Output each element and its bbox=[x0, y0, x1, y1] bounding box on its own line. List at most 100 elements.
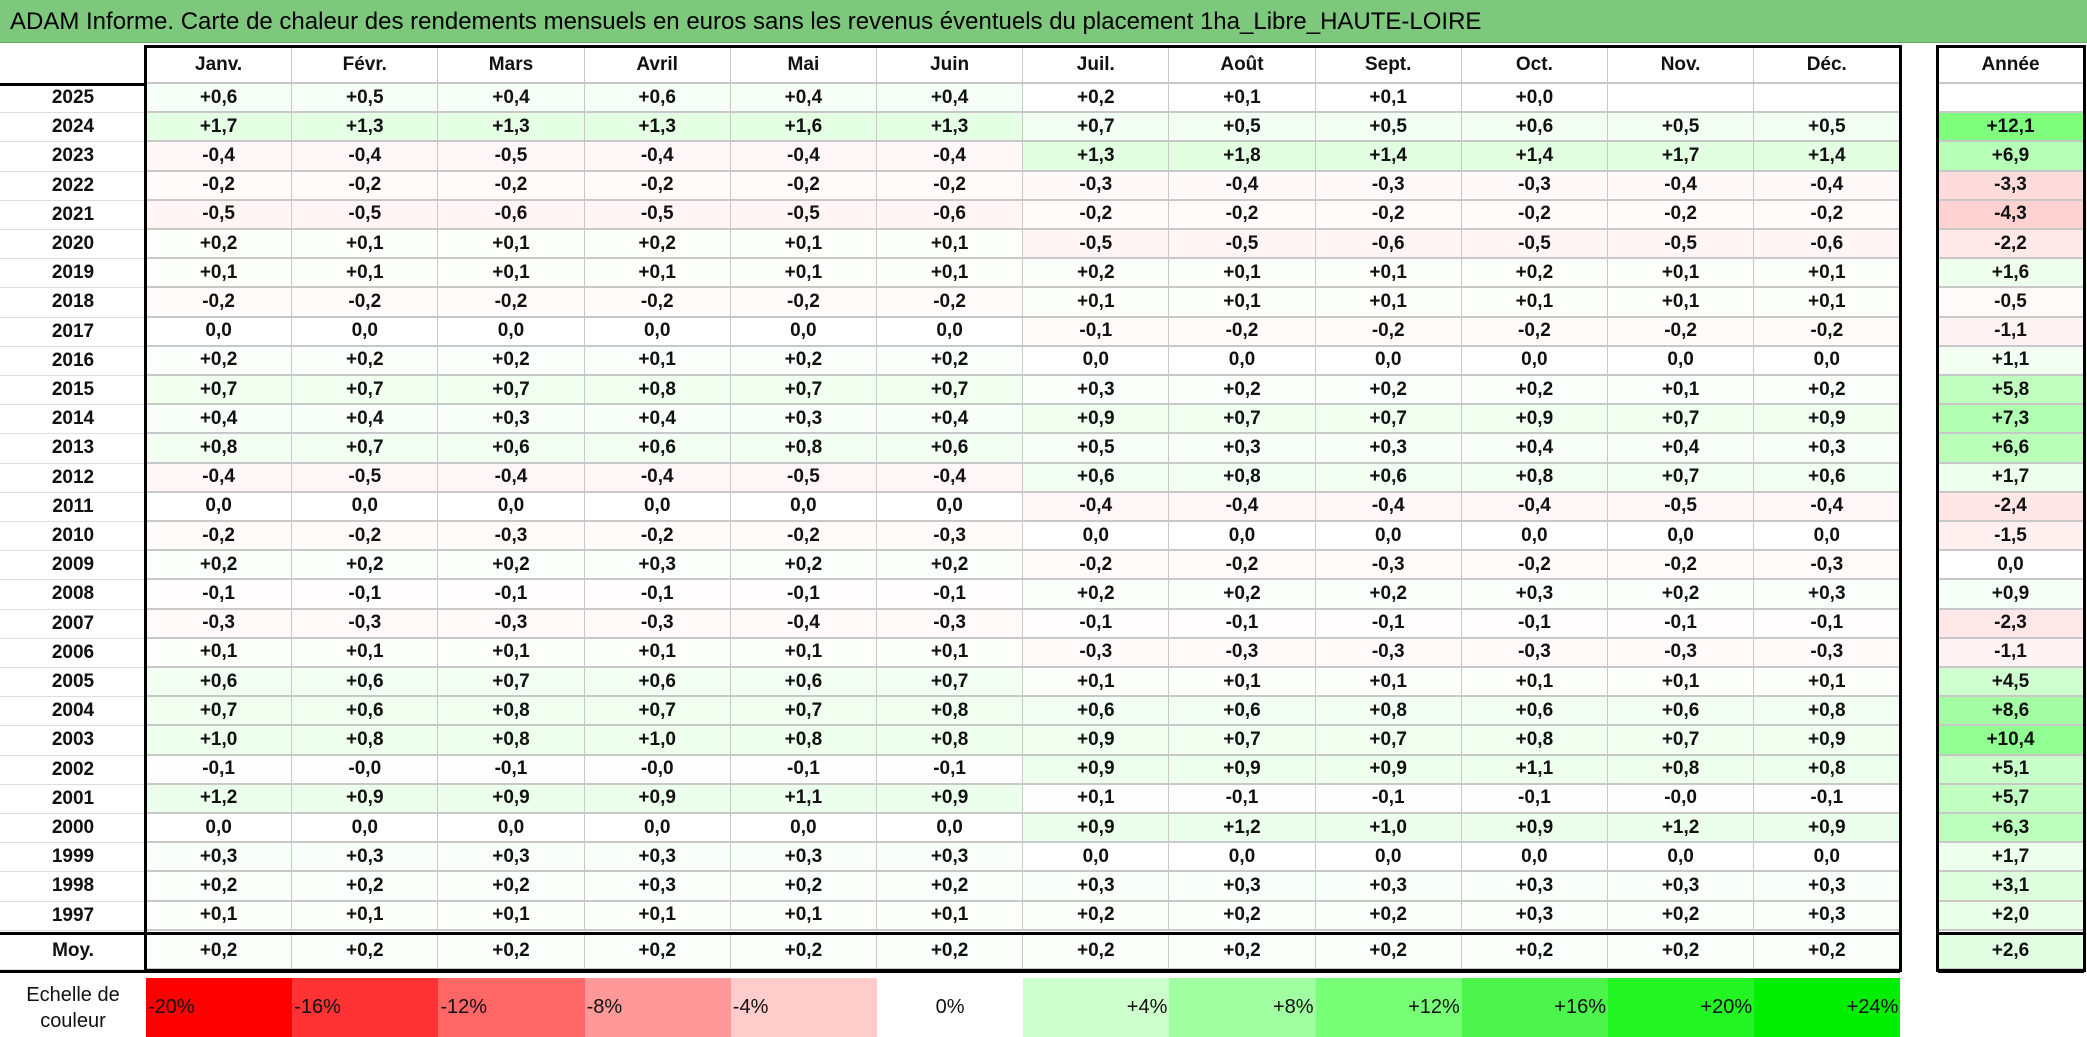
heatmap-cell: -0,4 bbox=[1754, 492, 1901, 522]
heatmap-cell: +0,6 bbox=[1461, 113, 1608, 143]
heatmap-cell: +1,7 bbox=[1608, 142, 1755, 172]
heatmap-cell: 0,0 bbox=[1754, 522, 1901, 552]
heatmap-cell: +0,1 bbox=[877, 638, 1024, 668]
heatmap-cell: +0,1 bbox=[1461, 288, 1608, 318]
heatmap-cell: -0,4 bbox=[1169, 492, 1316, 522]
average-divider bbox=[0, 931, 1901, 935]
heatmap-cell: -0,2 bbox=[584, 171, 731, 201]
heatmap-cell: 0,0 bbox=[1315, 346, 1462, 376]
heatmap-cell: -0,3 bbox=[1169, 638, 1316, 668]
heatmap-cell: 0,0 bbox=[1023, 346, 1170, 376]
heatmap-cell: 0,0 bbox=[1023, 843, 1170, 873]
annual-total-cell: +1,6 bbox=[1938, 259, 2084, 289]
heatmap-cell: -0,2 bbox=[292, 522, 439, 552]
color-scale-step: -16% bbox=[292, 978, 439, 1037]
heatmap-cell: +0,1 bbox=[292, 230, 439, 260]
heatmap-cell: +0,2 bbox=[1315, 901, 1462, 931]
heatmap-cell: +0,2 bbox=[1023, 259, 1170, 289]
heatmap-cell: +0,1 bbox=[1169, 259, 1316, 289]
heatmap-cell: -0,2 bbox=[584, 288, 731, 318]
heatmap-cell: +0,2 bbox=[292, 346, 439, 376]
heatmap-cell: -0,1 bbox=[730, 755, 877, 785]
row-year-label: 1999 bbox=[0, 843, 146, 873]
column-header: Juin bbox=[877, 47, 1024, 84]
heatmap-cell: -0,2 bbox=[438, 171, 585, 201]
row-year-label: 2000 bbox=[0, 814, 146, 844]
heatmap-cell: +0,3 bbox=[1023, 872, 1170, 902]
heatmap-cell: +0,7 bbox=[730, 697, 877, 727]
heatmap-cell: +0,1 bbox=[1461, 668, 1608, 698]
heatmap-cell: +0,4 bbox=[730, 84, 877, 114]
heatmap-cell: +1,8 bbox=[1169, 142, 1316, 172]
heatmap-cell: +0,7 bbox=[292, 376, 439, 406]
header-divider bbox=[0, 83, 146, 86]
heatmap-cell: +0,9 bbox=[1461, 405, 1608, 435]
annual-total-cell bbox=[1938, 84, 2084, 114]
heatmap-cell: -0,4 bbox=[1169, 171, 1316, 201]
heatmap-cell: +0,6 bbox=[1315, 463, 1462, 493]
heatmap-cell: -0,4 bbox=[146, 142, 293, 172]
heatmap-cell: +0,7 bbox=[146, 697, 293, 727]
heatmap-cell: +0,3 bbox=[1754, 434, 1901, 464]
heatmap-cell: -0,6 bbox=[877, 200, 1024, 230]
heatmap-cell: +0,5 bbox=[1608, 113, 1755, 143]
heatmap-cell: 0,0 bbox=[292, 492, 439, 522]
average-row-label: Moy. bbox=[0, 933, 146, 970]
heatmap-cell: 0,0 bbox=[1169, 346, 1316, 376]
heatmap-cell: -0,1 bbox=[438, 755, 585, 785]
heatmap-cell: +0,8 bbox=[1169, 463, 1316, 493]
annual-total-cell: -3,3 bbox=[1938, 171, 2084, 201]
row-year-label: 2010 bbox=[0, 522, 146, 552]
annual-total-cell: +1,1 bbox=[1938, 346, 2084, 376]
heatmap-cell: -0,2 bbox=[584, 522, 731, 552]
heatmap-cell: +1,0 bbox=[1315, 814, 1462, 844]
heatmap-cell: 0,0 bbox=[1461, 522, 1608, 552]
page-title: ADAM Informe. Carte de chaleur des rende… bbox=[0, 0, 2087, 43]
heatmap-cell: +0,3 bbox=[584, 843, 731, 873]
heatmap-cell: 0,0 bbox=[1315, 843, 1462, 873]
heatmap-cell: -0,5 bbox=[1608, 492, 1755, 522]
heatmap-cell: -0,4 bbox=[292, 142, 439, 172]
heatmap-cell: +0,8 bbox=[146, 434, 293, 464]
annual-total-cell: +5,1 bbox=[1938, 755, 2084, 785]
row-year-label: 2002 bbox=[0, 755, 146, 785]
heatmap-cell: +0,7 bbox=[292, 434, 439, 464]
heatmap-cell: -0,4 bbox=[730, 609, 877, 639]
heatmap-cell: +0,6 bbox=[1754, 463, 1901, 493]
heatmap-cell: -0,1 bbox=[1754, 784, 1901, 814]
heatmap-cell: +0,3 bbox=[730, 843, 877, 873]
heatmap-cell: 0,0 bbox=[292, 317, 439, 347]
heatmap-cell: +0,2 bbox=[730, 551, 877, 581]
heatmap-cell: -0,2 bbox=[877, 171, 1024, 201]
heatmap-cell: -0,1 bbox=[877, 580, 1024, 610]
heatmap-cell: +0,1 bbox=[146, 901, 293, 931]
heatmap-cell: -0,1 bbox=[730, 580, 877, 610]
average-divider bbox=[1938, 931, 2084, 935]
heatmap-cell: 0,0 bbox=[438, 814, 585, 844]
row-year-label: 2014 bbox=[0, 405, 146, 435]
heatmap-cell: -0,2 bbox=[146, 288, 293, 318]
heatmap-cell: +0,2 bbox=[1169, 580, 1316, 610]
heatmap-cell: +0,3 bbox=[146, 843, 293, 873]
heatmap-cell: +0,9 bbox=[1023, 405, 1170, 435]
heatmap-cell: -0,4 bbox=[584, 142, 731, 172]
column-header: Mars bbox=[438, 47, 585, 84]
heatmap-cell: -0,1 bbox=[1608, 609, 1755, 639]
heatmap-cell: 0,0 bbox=[730, 492, 877, 522]
average-cell: +0,2 bbox=[730, 933, 877, 970]
heatmap-cell: -0,2 bbox=[292, 171, 439, 201]
row-year-label: 2018 bbox=[0, 288, 146, 318]
heatmap-cell: -0,1 bbox=[1461, 784, 1608, 814]
heatmap-cell: +0,2 bbox=[1315, 580, 1462, 610]
heatmap-cell: +0,7 bbox=[1608, 405, 1755, 435]
heatmap-cell: +0,2 bbox=[292, 551, 439, 581]
heatmap-cell: +0,1 bbox=[730, 638, 877, 668]
heatmap-cell: +1,4 bbox=[1461, 142, 1608, 172]
heatmap-cell: +0,8 bbox=[1461, 463, 1608, 493]
heatmap-cell: +0,8 bbox=[438, 697, 585, 727]
heatmap-cell: +0,3 bbox=[438, 405, 585, 435]
average-cell: +0,2 bbox=[1754, 933, 1901, 970]
heatmap-cell: +0,1 bbox=[1315, 668, 1462, 698]
heatmap-cell: -0,2 bbox=[1608, 551, 1755, 581]
heatmap-cell: +0,3 bbox=[1315, 872, 1462, 902]
